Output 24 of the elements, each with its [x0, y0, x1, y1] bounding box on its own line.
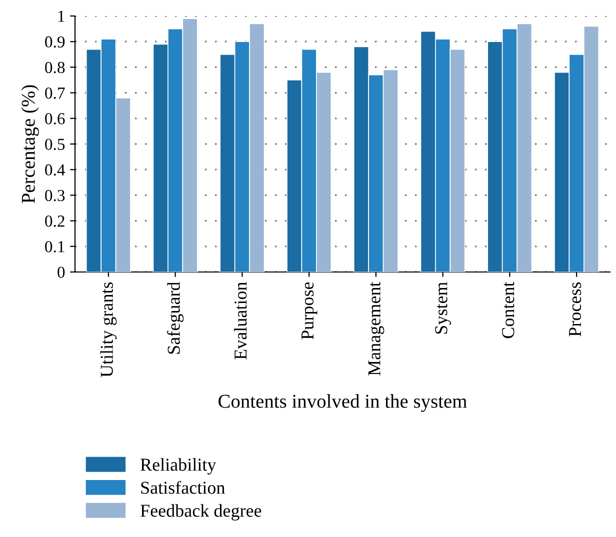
y-tick-label: 0 — [58, 266, 65, 278]
y-tick-label: 0.6 — [45, 113, 65, 124]
x-tick-label: System — [435, 282, 451, 334]
x-tick-label: Utility grants — [100, 282, 117, 378]
x-tick-label: Content — [502, 282, 514, 338]
y-axis-title: Percentage (%) — [21, 85, 39, 204]
legend-label: Feedback degree — [140, 504, 262, 521]
y-tick-label: 0.5 — [45, 138, 65, 150]
x-tick-label: Management — [368, 282, 384, 376]
x-tick-label: Purpose — [302, 282, 318, 340]
legend-label: Reliability — [140, 458, 216, 475]
x-tick-label: Evaluation — [234, 282, 247, 360]
y-tick-label: 1 — [58, 10, 64, 22]
legend-label: Satisfaction — [141, 480, 225, 494]
y-tick-label: 0.8 — [45, 62, 65, 74]
y-tick-label: 0.9 — [45, 36, 65, 48]
x-tick-label: Process — [569, 282, 582, 336]
y-tick-label: 0.7 — [45, 88, 65, 99]
y-tick-label: 0.3 — [45, 190, 65, 202]
y-tick-label: 0.2 — [45, 216, 64, 227]
x-axis-title: Contents involved in the system — [218, 394, 467, 412]
y-tick-label: 0.1 — [45, 241, 64, 252]
x-tick-label: Safeguard — [167, 282, 184, 354]
y-tick-label: 0.4 — [45, 164, 66, 176]
